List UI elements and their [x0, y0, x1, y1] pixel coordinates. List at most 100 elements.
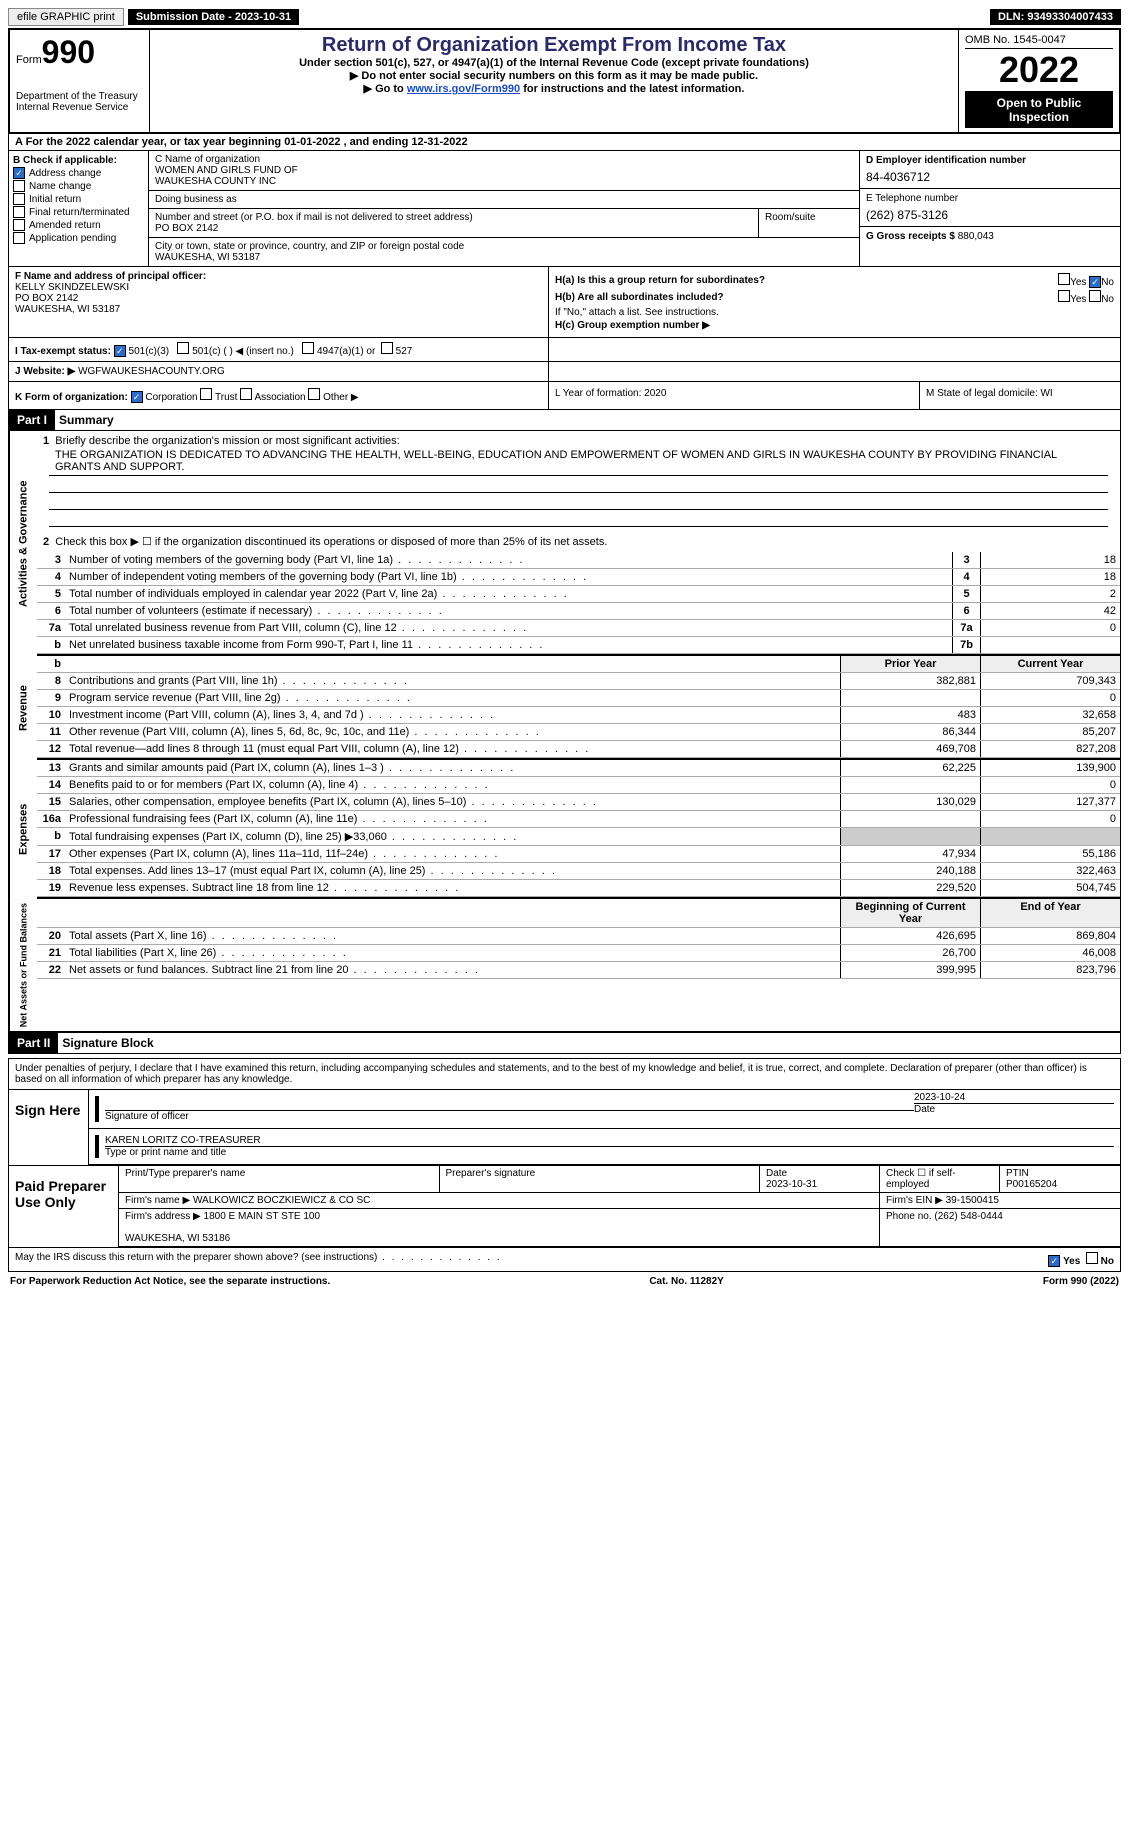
summary-line: 12Total revenue—add lines 8 through 11 (…: [37, 741, 1120, 758]
chk-hb-yes[interactable]: [1058, 290, 1070, 302]
expenses-section: 13Grants and similar amounts paid (Part …: [37, 760, 1120, 899]
year-formation: L Year of formation: 2020: [549, 382, 920, 409]
chk-address-change[interactable]: [13, 167, 25, 179]
chk-501c3[interactable]: [114, 345, 126, 357]
ptin-value: P00165204: [1006, 1179, 1057, 1190]
line1-label: Briefly describe the organization's miss…: [55, 435, 399, 447]
form-id-block: Form990 Department of the Treasury Inter…: [10, 30, 150, 132]
footer-form: Form 990 (2022): [1043, 1276, 1119, 1287]
lbl-no: No: [1101, 277, 1114, 288]
chk-corporation[interactable]: [131, 391, 143, 403]
date-label: Date: [914, 1104, 935, 1115]
row-ij: I Tax-exempt status: 501(c)(3) 501(c) ( …: [8, 338, 1121, 362]
city-value: WAUKESHA, WI 53187: [155, 252, 853, 263]
firm-ein-label: Firm's EIN ▶: [886, 1195, 943, 1206]
revenue-section: bPrior YearCurrent Year 8Contributions a…: [37, 656, 1120, 760]
lbl-4947: 4947(a)(1) or: [317, 346, 375, 357]
declaration-text: Under penalties of perjury, I declare th…: [9, 1059, 1120, 1090]
tax-exempt-status: I Tax-exempt status: 501(c)(3) 501(c) ( …: [9, 338, 549, 361]
ein-value: 84-4036712: [866, 166, 1114, 184]
form-word: Form: [16, 54, 42, 66]
may-discuss-text: May the IRS discuss this return with the…: [15, 1252, 502, 1267]
lbl-association: Association: [254, 392, 305, 403]
footer-pra: For Paperwork Reduction Act Notice, see …: [10, 1276, 330, 1287]
chk-501c[interactable]: [177, 342, 189, 354]
page-footer: For Paperwork Reduction Act Notice, see …: [8, 1272, 1121, 1291]
firm-phone-label: Phone no.: [886, 1211, 932, 1222]
chk-initial-return[interactable]: [13, 193, 25, 205]
chk-527[interactable]: [381, 342, 393, 354]
chk-trust[interactable]: [200, 388, 212, 400]
lbl-no2: No: [1101, 294, 1114, 305]
lbl-527: 527: [396, 346, 413, 357]
chk-association[interactable]: [240, 388, 252, 400]
summary-line: 7aTotal unrelated business revenue from …: [37, 620, 1120, 637]
phone-value: (262) 875-3126: [866, 204, 1114, 222]
officer-name: KELLY SKINDZELEWSKI: [15, 282, 129, 293]
part2-title: Signature Block: [58, 1033, 157, 1053]
col-b-header: B Check if applicable:: [13, 155, 117, 166]
k-label: K Form of organization:: [15, 392, 128, 403]
efile-print-button[interactable]: efile GRAPHIC print: [8, 8, 124, 26]
summary-line: 11Other revenue (Part VIII, column (A), …: [37, 724, 1120, 741]
officer-addr2: WAUKESHA, WI 53187: [15, 304, 120, 315]
chk-other[interactable]: [308, 388, 320, 400]
state-domicile: M State of legal domicile: WI: [920, 382, 1120, 409]
lbl-final-return: Final return/terminated: [29, 207, 130, 218]
ptin-label: PTIN: [1006, 1168, 1029, 1179]
chk-app-pending[interactable]: [13, 232, 25, 244]
summary-line: 18Total expenses. Add lines 13–17 (must …: [37, 863, 1120, 880]
current-year-header: Current Year: [980, 656, 1120, 672]
chk-hb-no[interactable]: [1089, 290, 1101, 302]
irs-link[interactable]: www.irs.gov/Form990: [407, 83, 520, 95]
lbl-501c3: 501(c)(3): [129, 346, 170, 357]
omb-number: OMB No. 1545-0047: [965, 34, 1113, 49]
chk-4947[interactable]: [302, 342, 314, 354]
part1-title: Summary: [55, 410, 118, 430]
part1-summary: Activities & Governance 1 Briefly descri…: [8, 431, 1121, 1032]
form-number: 990: [42, 34, 95, 70]
summary-line: 10Investment income (Part VIII, column (…: [37, 707, 1120, 724]
firm-addr-label: Firm's address ▶: [125, 1211, 201, 1222]
na-py-header: Beginning of Current Year: [840, 899, 980, 927]
row-a-calendar-year: A For the 2022 calendar year, or tax yea…: [8, 134, 1121, 151]
chk-ha-yes[interactable]: [1058, 273, 1070, 285]
hc-label: H(c) Group exemption number ▶: [555, 320, 710, 331]
summary-line: 9Program service revenue (Part VIII, lin…: [37, 690, 1120, 707]
lbl-amended-return: Amended return: [29, 220, 101, 231]
chk-amended-return[interactable]: [13, 219, 25, 231]
chk-discuss-yes[interactable]: [1048, 1255, 1060, 1267]
top-bar: efile GRAPHIC print Submission Date - 20…: [8, 8, 1121, 26]
preparer-name-label: Print/Type preparer's name: [125, 1168, 245, 1179]
summary-line: bTotal fundraising expenses (Part IX, co…: [37, 828, 1120, 846]
form-title: Return of Organization Exempt From Incom…: [156, 34, 952, 57]
net-assets-section: Beginning of Current YearEnd of Year 20T…: [37, 899, 1120, 1031]
signer-name-title: KAREN LORITZ CO-TREASURER: [105, 1135, 1114, 1147]
firm-name: WALKOWICZ BOCZKIEWICZ & CO SC: [193, 1195, 370, 1206]
officer-label: F Name and address of principal officer:: [15, 271, 206, 282]
lbl-address-change: Address change: [29, 168, 101, 179]
part1-header: Part I: [9, 410, 55, 430]
chk-ha-no[interactable]: [1089, 276, 1101, 288]
chk-name-change[interactable]: [13, 180, 25, 192]
phone-label: E Telephone number: [866, 193, 1114, 204]
tax-year: 2022: [965, 49, 1113, 92]
chk-discuss-no[interactable]: [1086, 1252, 1098, 1264]
org-name: WOMEN AND GIRLS FUND OF WAUKESHA COUNTY …: [155, 165, 853, 187]
summary-line: 21Total liabilities (Part X, line 26)26,…: [37, 945, 1120, 962]
ein-label: D Employer identification number: [866, 155, 1026, 166]
col-b-checkboxes: B Check if applicable: Address change Na…: [9, 151, 149, 266]
row-j: J Website: ▶ WGFWAUKESHACOUNTY.ORG: [8, 362, 1121, 382]
firm-name-label: Firm's name ▶: [125, 1195, 190, 1206]
officer-addr1: PO BOX 2142: [15, 293, 78, 304]
summary-line: 17Other expenses (Part IX, column (A), l…: [37, 846, 1120, 863]
lbl-yes2: Yes: [1070, 294, 1086, 305]
summary-line: bNet unrelated business taxable income f…: [37, 637, 1120, 654]
header-sub3-post: for instructions and the latest informat…: [520, 83, 744, 95]
city-label: City or town, state or province, country…: [155, 241, 853, 252]
dba-label: Doing business as: [155, 194, 853, 205]
form-of-org: K Form of organization: Corporation Trus…: [9, 382, 549, 409]
chk-final-return[interactable]: [13, 206, 25, 218]
paid-preparer-label: Paid Preparer Use Only: [9, 1166, 119, 1247]
i-label: I Tax-exempt status:: [15, 346, 111, 357]
